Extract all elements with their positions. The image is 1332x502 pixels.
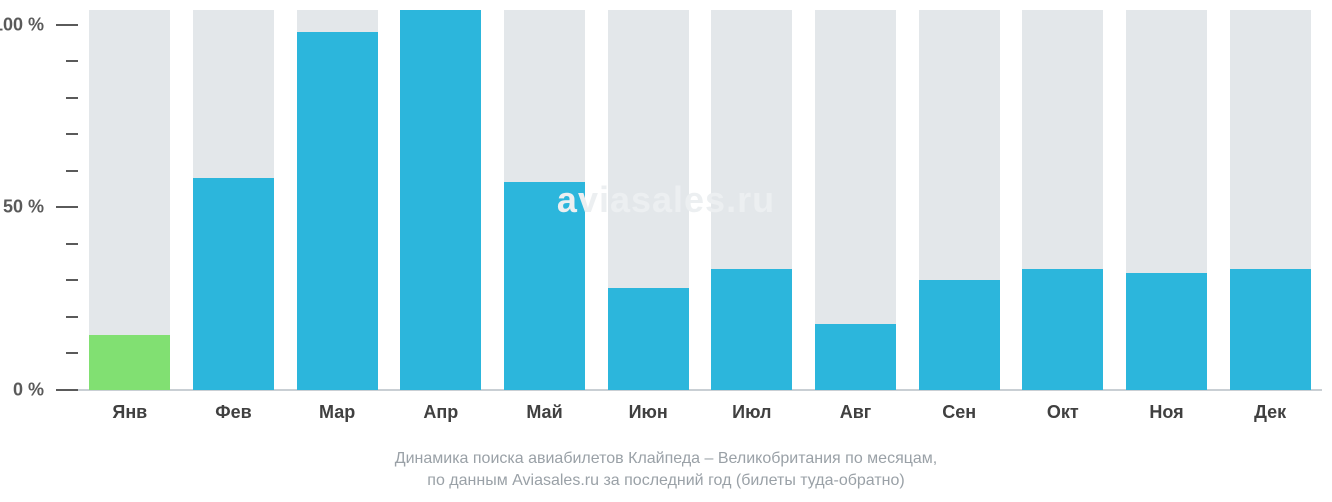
- caption-line-1: Динамика поиска авиабилетов Клайпеда – В…: [0, 448, 1332, 470]
- bar-slot: Дек: [1230, 10, 1311, 390]
- x-tick-label: Окт: [1022, 402, 1103, 423]
- bar: [919, 280, 1000, 390]
- bar: [815, 324, 896, 390]
- x-tick-label: Янв: [89, 402, 170, 423]
- plot-area: 0 %50 %100 %ЯнвФевМарАпрМайИюнИюлАвгСенО…: [78, 10, 1322, 390]
- bar-slot: Июл: [711, 10, 792, 390]
- x-tick-label: Июл: [711, 402, 792, 423]
- bar: [504, 182, 585, 390]
- bar: [1022, 269, 1103, 390]
- bar: [400, 10, 481, 390]
- caption-line-2: по данным Aviasales.ru за последний год …: [0, 470, 1332, 492]
- x-tick-label: Дек: [1230, 402, 1311, 423]
- bar: [608, 288, 689, 390]
- x-tick-label: Июн: [608, 402, 689, 423]
- bar-slot: Апр: [400, 10, 481, 390]
- bar: [1126, 273, 1207, 390]
- bar-slot: Окт: [1022, 10, 1103, 390]
- bar: [193, 178, 274, 390]
- bar: [711, 269, 792, 390]
- bar: [89, 335, 170, 390]
- y-tick-label: 50 %: [3, 197, 44, 218]
- bar-background: [89, 10, 170, 390]
- bar-slot: Янв: [89, 10, 170, 390]
- x-tick-label: Май: [504, 402, 585, 423]
- bar-slot: Сен: [919, 10, 1000, 390]
- bar-slot: Мар: [297, 10, 378, 390]
- chart-caption: Динамика поиска авиабилетов Клайпеда – В…: [0, 448, 1332, 492]
- x-tick-label: Сен: [919, 402, 1000, 423]
- bar-slot: Июн: [608, 10, 689, 390]
- y-tick-label: 0 %: [13, 380, 44, 401]
- x-tick-label: Ноя: [1126, 402, 1207, 423]
- y-tick-label: 100 %: [0, 14, 44, 35]
- x-tick-label: Апр: [400, 402, 481, 423]
- x-tick-label: Мар: [297, 402, 378, 423]
- bar-slot: Май: [504, 10, 585, 390]
- bar: [297, 32, 378, 390]
- x-tick-label: Авг: [815, 402, 896, 423]
- x-tick-label: Фев: [193, 402, 274, 423]
- chart-container: 0 % 50 % 100 % Янв Фев Мар Апр Май Июн Июл Авг Сен О…: [0, 0, 1332, 502]
- bar-slot: Авг: [815, 10, 896, 390]
- bar-slot: Фев: [193, 10, 274, 390]
- bar-slot: Ноя: [1126, 10, 1207, 390]
- bar: [1230, 269, 1311, 390]
